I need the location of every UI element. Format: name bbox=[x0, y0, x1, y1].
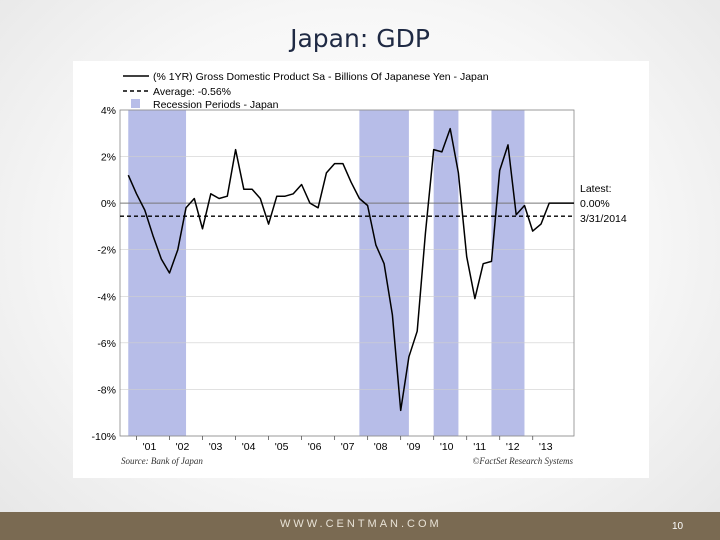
x-tick-label: '07 bbox=[341, 441, 355, 453]
x-tick-label: '13 bbox=[539, 441, 553, 453]
recession-band bbox=[491, 110, 525, 436]
x-tick-label: '12 bbox=[506, 441, 520, 453]
legend-item-gdp: (% 1YR) Gross Domestic Product Sa - Bill… bbox=[153, 71, 489, 83]
x-tick-label: '01 bbox=[143, 441, 157, 453]
legend: (% 1YR) Gross Domestic Product Sa - Bill… bbox=[123, 71, 489, 111]
page-number: 10 bbox=[672, 521, 684, 532]
y-tick-label: -6% bbox=[97, 338, 116, 350]
credit-note: ©FactSet Research Systems bbox=[473, 456, 574, 466]
recession-bands bbox=[128, 110, 525, 436]
x-tick-label: '03 bbox=[209, 441, 223, 453]
source-note: Source: Bank of Japan bbox=[121, 456, 203, 466]
y-tick-label: -10% bbox=[91, 431, 116, 443]
y-tick-label: -2% bbox=[97, 245, 116, 257]
x-tick-label: '09 bbox=[407, 441, 421, 453]
chart-frame: 4% 2% 0% -2% -4% -6% -8% -10% '01'02'03'04'05'0… bbox=[73, 61, 649, 478]
latest-date: 3/31/2014 bbox=[580, 213, 627, 225]
y-tick-label: -4% bbox=[97, 291, 116, 303]
latest-value: 0.00% bbox=[580, 198, 610, 210]
slide-title: Japan: GDP bbox=[290, 24, 430, 53]
recession-band bbox=[359, 110, 409, 436]
recession-band bbox=[433, 110, 459, 436]
x-tick-label: '04 bbox=[242, 441, 256, 453]
footer-url: WWW.CENTMAN.COM bbox=[280, 518, 442, 530]
y-tick-labels: 4% 2% 0% -2% -4% -6% -8% -10% bbox=[91, 105, 116, 443]
x-tick-label: '06 bbox=[308, 441, 322, 453]
y-tick-label: 2% bbox=[101, 152, 116, 164]
x-tick-label: '02 bbox=[176, 441, 190, 453]
legend-item-recession: Recession Periods - Japan bbox=[153, 99, 279, 111]
x-tick-label: '11 bbox=[473, 441, 486, 453]
x-tick-label: '08 bbox=[374, 441, 388, 453]
y-tick-label: -8% bbox=[97, 384, 116, 396]
plot-border bbox=[119, 109, 575, 437]
x-tick-labels: '01 '02 '03 '04 '05 '06 '07 '08 '09 '10 '11 '12 '13 bbox=[136, 436, 553, 453]
x-tick-label: '10 bbox=[440, 441, 454, 453]
footer-bar bbox=[0, 512, 720, 540]
gdp-series-line bbox=[127, 127, 574, 412]
gdp-chart: 4%2%0%-2%-4%-6%-8%-10% '01'02'03'04'05'0… bbox=[91, 71, 627, 466]
recession-band bbox=[128, 110, 187, 436]
x-tick-label: '05 bbox=[275, 441, 289, 453]
y-tick-label: 0% bbox=[101, 198, 116, 210]
latest-label: Latest: bbox=[580, 183, 612, 195]
legend-recession-swatch bbox=[131, 99, 140, 108]
legend-item-average: Average: -0.56% bbox=[153, 86, 231, 98]
y-tick-label: 4% bbox=[101, 105, 116, 117]
